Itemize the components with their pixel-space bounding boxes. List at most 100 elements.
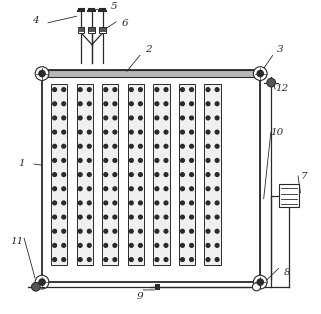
Circle shape	[104, 201, 108, 205]
Circle shape	[181, 88, 184, 91]
Circle shape	[181, 244, 184, 247]
Bar	[77, 84, 93, 265]
Circle shape	[253, 67, 267, 80]
Circle shape	[113, 201, 117, 205]
Bar	[78, 27, 84, 33]
Circle shape	[129, 258, 133, 262]
Circle shape	[139, 116, 142, 120]
Circle shape	[155, 116, 159, 120]
Circle shape	[215, 244, 219, 247]
Circle shape	[53, 102, 56, 106]
Circle shape	[139, 144, 142, 148]
Circle shape	[62, 244, 65, 247]
Circle shape	[87, 215, 91, 219]
Circle shape	[190, 258, 194, 262]
Circle shape	[113, 116, 117, 120]
Circle shape	[181, 144, 184, 148]
Circle shape	[257, 279, 263, 285]
Circle shape	[215, 215, 219, 219]
Circle shape	[78, 258, 82, 262]
Bar	[42, 70, 260, 77]
Circle shape	[113, 258, 117, 262]
Circle shape	[139, 88, 142, 91]
Bar	[279, 184, 299, 207]
Circle shape	[104, 88, 108, 91]
Circle shape	[267, 78, 275, 87]
Circle shape	[113, 173, 117, 176]
Circle shape	[53, 130, 56, 134]
Bar	[100, 27, 106, 33]
Circle shape	[164, 258, 168, 262]
Circle shape	[155, 173, 159, 176]
Circle shape	[53, 88, 56, 91]
Circle shape	[113, 187, 117, 191]
Circle shape	[257, 70, 263, 77]
Circle shape	[87, 229, 91, 233]
Circle shape	[139, 159, 142, 162]
Circle shape	[139, 244, 142, 247]
Circle shape	[78, 102, 82, 106]
Circle shape	[62, 173, 65, 176]
Text: 10: 10	[271, 128, 284, 137]
Circle shape	[129, 130, 133, 134]
Circle shape	[215, 102, 219, 106]
Circle shape	[164, 102, 168, 106]
Circle shape	[87, 159, 91, 162]
Circle shape	[206, 244, 210, 247]
Circle shape	[206, 215, 210, 219]
Circle shape	[62, 215, 65, 219]
Circle shape	[164, 116, 168, 120]
Circle shape	[155, 201, 159, 205]
Text: 6: 6	[121, 19, 128, 28]
Circle shape	[155, 229, 159, 233]
Circle shape	[87, 144, 91, 148]
Bar	[102, 84, 118, 265]
Circle shape	[78, 130, 82, 134]
Circle shape	[87, 102, 91, 106]
Text: 9: 9	[137, 292, 143, 301]
Circle shape	[206, 258, 210, 262]
Circle shape	[62, 102, 65, 106]
Circle shape	[155, 258, 159, 262]
Circle shape	[53, 244, 56, 247]
Circle shape	[129, 173, 133, 176]
Circle shape	[104, 229, 108, 233]
Circle shape	[87, 130, 91, 134]
Circle shape	[190, 201, 194, 205]
Circle shape	[206, 187, 210, 191]
Text: 1: 1	[19, 159, 25, 168]
Circle shape	[181, 173, 184, 176]
Circle shape	[78, 173, 82, 176]
Circle shape	[139, 201, 142, 205]
Circle shape	[190, 88, 194, 91]
Circle shape	[87, 244, 91, 247]
Circle shape	[78, 201, 82, 205]
Circle shape	[155, 215, 159, 219]
Circle shape	[104, 173, 108, 176]
Circle shape	[62, 88, 65, 91]
Circle shape	[113, 102, 117, 106]
Circle shape	[206, 102, 210, 106]
Text: 4: 4	[32, 16, 39, 25]
Text: 3: 3	[277, 46, 284, 54]
Circle shape	[39, 279, 45, 285]
Circle shape	[181, 215, 184, 219]
Circle shape	[53, 173, 56, 176]
Circle shape	[129, 244, 133, 247]
Circle shape	[190, 215, 194, 219]
Circle shape	[35, 67, 49, 80]
Bar	[89, 28, 95, 32]
Circle shape	[113, 215, 117, 219]
Circle shape	[129, 144, 133, 148]
Circle shape	[206, 116, 210, 120]
Circle shape	[35, 275, 49, 289]
Circle shape	[206, 229, 210, 233]
Circle shape	[181, 187, 184, 191]
Circle shape	[215, 201, 219, 205]
Circle shape	[181, 201, 184, 205]
Bar	[155, 284, 160, 290]
Circle shape	[139, 258, 142, 262]
Circle shape	[53, 229, 56, 233]
Circle shape	[206, 88, 210, 91]
Circle shape	[155, 159, 159, 162]
